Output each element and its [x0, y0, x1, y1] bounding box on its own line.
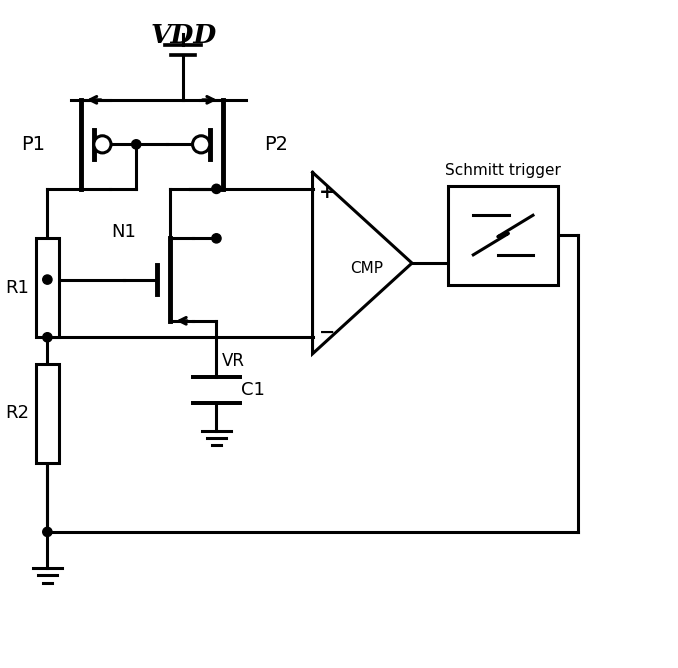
Bar — [36, 363, 58, 463]
Text: Schmitt trigger: Schmitt trigger — [445, 163, 561, 178]
Circle shape — [132, 140, 141, 149]
Text: R2: R2 — [5, 404, 30, 422]
Circle shape — [212, 234, 221, 243]
Text: N1: N1 — [111, 222, 136, 240]
Circle shape — [212, 184, 221, 194]
Text: C1: C1 — [241, 381, 265, 399]
Text: P2: P2 — [264, 135, 288, 154]
Circle shape — [43, 527, 52, 536]
Text: +: + — [319, 182, 336, 202]
Text: P1: P1 — [21, 135, 45, 154]
Text: VR: VR — [222, 352, 245, 370]
Circle shape — [94, 136, 111, 153]
Bar — [448, 186, 558, 285]
Text: −: − — [319, 323, 336, 341]
Text: R1: R1 — [5, 279, 29, 297]
Bar — [36, 238, 58, 337]
Circle shape — [193, 136, 210, 153]
Text: VDD: VDD — [150, 23, 216, 47]
Circle shape — [43, 275, 52, 284]
Text: CMP: CMP — [351, 261, 383, 276]
Circle shape — [43, 333, 52, 342]
